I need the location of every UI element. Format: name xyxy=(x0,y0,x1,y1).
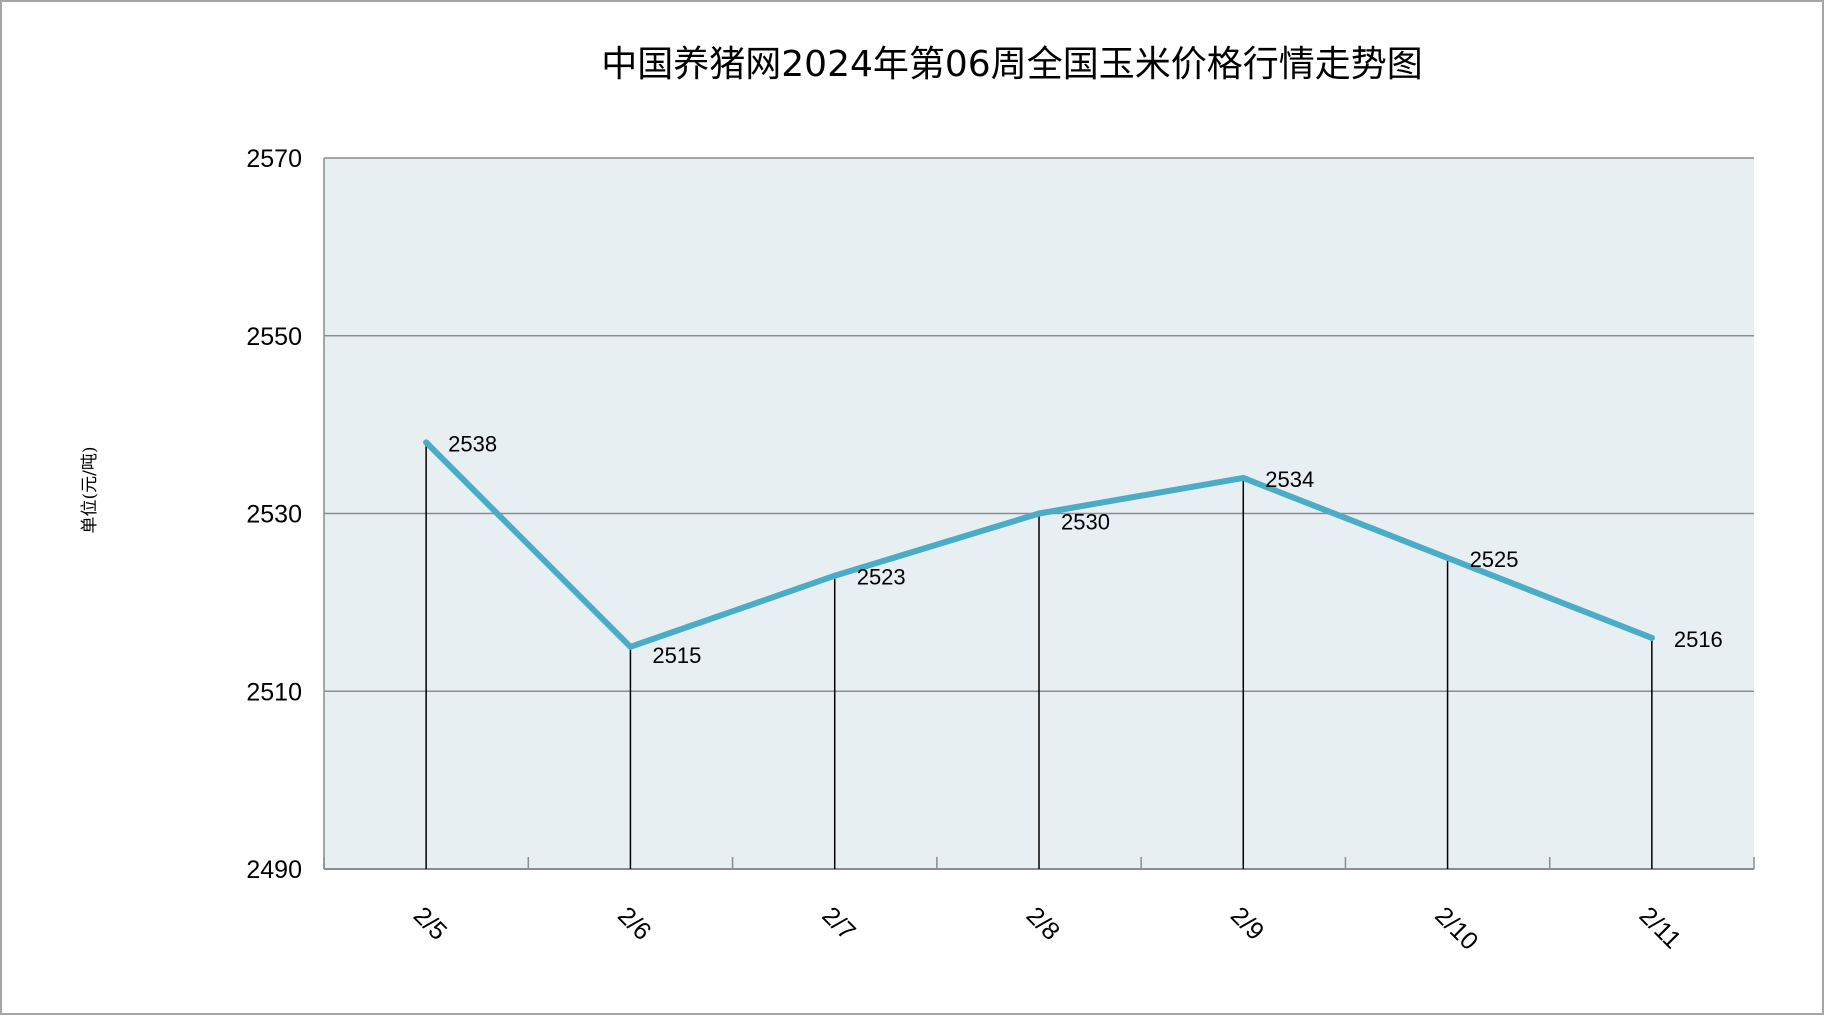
data-label: 2530 xyxy=(1061,510,1110,535)
y-tick-label: 2550 xyxy=(246,323,302,351)
x-tick-label: 2/6 xyxy=(612,901,656,945)
data-point xyxy=(1036,510,1042,517)
y-axis-label: 单位(元/吨) xyxy=(80,447,100,534)
y-tick-label: 2570 xyxy=(246,145,302,173)
data-label: 2525 xyxy=(1470,547,1519,572)
x-tick-label: 2/10 xyxy=(1429,901,1483,955)
chart-title: 中国养猪网2024年第06周全国玉米价格行情走势图 xyxy=(601,44,1422,85)
data-label: 2515 xyxy=(652,643,701,668)
data-point xyxy=(627,643,634,650)
data-label: 2523 xyxy=(857,565,906,590)
x-tick-labels: 2/5 2/6 2/7 2/8 2/9 2/10 2/11 xyxy=(408,901,1687,955)
y-tick-label: 2490 xyxy=(246,856,302,884)
data-point xyxy=(1240,474,1247,481)
series-layer xyxy=(423,439,1655,650)
y-tick-labels: 2490 2510 2530 2550 2570 xyxy=(246,145,302,884)
data-label: 2534 xyxy=(1265,467,1314,492)
y-tick-label: 2510 xyxy=(246,678,302,706)
x-tick-label: 2/8 xyxy=(1021,901,1065,945)
drop-lines xyxy=(425,442,1653,869)
x-tick-label: 2/7 xyxy=(816,901,860,945)
data-point xyxy=(1444,554,1451,561)
data-labels: 2538 2515 2523 2530 2534 2525 2516 xyxy=(448,431,1723,667)
data-point xyxy=(831,572,838,579)
data-label: 2516 xyxy=(1674,627,1723,652)
x-tick-label: 2/9 xyxy=(1225,901,1269,945)
y-tick-label: 2530 xyxy=(246,501,302,529)
data-label: 2538 xyxy=(448,431,497,456)
x-tick-label: 2/5 xyxy=(408,901,452,945)
data-point xyxy=(423,439,430,446)
data-point xyxy=(1648,634,1655,641)
x-tick-label: 2/11 xyxy=(1634,901,1687,954)
